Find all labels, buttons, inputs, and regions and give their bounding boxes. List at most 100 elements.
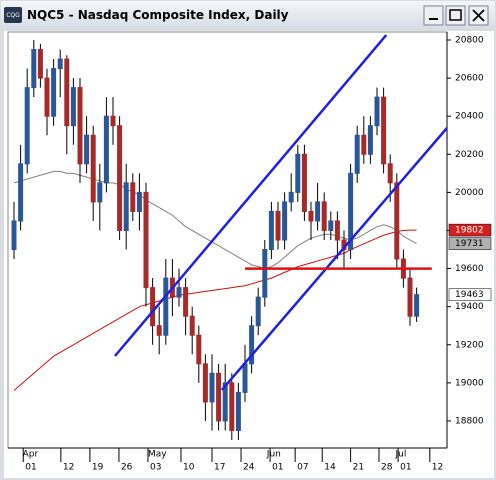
candle-body	[328, 220, 334, 231]
candle-body	[229, 382, 235, 431]
candle-body	[44, 77, 50, 117]
y-tick-label: 19200	[455, 340, 484, 350]
trend-line	[114, 34, 388, 357]
candle-body	[103, 115, 109, 184]
candle-body	[242, 363, 248, 393]
candle-body	[70, 87, 76, 127]
app-icon-label: CQG	[6, 12, 20, 19]
y-tick-label: 19600	[455, 264, 484, 274]
trend-line	[220, 127, 448, 391]
y-tick-label: 20400	[455, 112, 484, 122]
minimize-button[interactable]	[423, 5, 444, 26]
candle-body	[57, 58, 63, 70]
candle-body	[189, 315, 195, 336]
x-tick-label: 28	[381, 463, 393, 473]
close-glyph	[472, 9, 485, 22]
title-bar	[1, 1, 495, 30]
y-tick-label: 20600	[455, 74, 484, 84]
price-marker-label: 19802	[455, 226, 484, 236]
y-tick-label: 19000	[455, 378, 484, 388]
candle-body	[202, 363, 208, 403]
candle-body	[196, 334, 202, 365]
candle-body	[295, 153, 301, 193]
x-tick-label: 26	[121, 463, 133, 473]
month-label: Jul	[395, 450, 407, 460]
candle-body	[361, 134, 367, 155]
candle-body	[381, 96, 387, 165]
month-label: Apr	[23, 450, 39, 460]
candle-body	[288, 191, 294, 203]
candle-body	[163, 277, 169, 336]
y-tick-label: 20000	[455, 188, 484, 198]
candle-body	[31, 49, 37, 89]
x-tick-label: 01	[400, 463, 411, 473]
x-tick-label: 10	[183, 463, 195, 473]
candle-body	[37, 49, 43, 79]
x-tick-label: 12	[432, 463, 443, 473]
candle-body	[130, 182, 136, 212]
y-tick-label: 20200	[455, 150, 484, 160]
candle-body	[183, 287, 189, 317]
x-tick-label: 14	[324, 463, 336, 473]
candle-body	[255, 296, 261, 327]
candle-body	[136, 191, 142, 212]
candle-body	[334, 220, 340, 241]
month-label: May	[148, 450, 167, 460]
maximize-box[interactable]	[445, 5, 466, 26]
candle-body	[222, 382, 228, 422]
candle-body	[123, 182, 129, 231]
candle-body	[24, 87, 30, 165]
candle-body	[407, 277, 413, 317]
x-tick-label: 17	[214, 463, 225, 473]
x-tick-label: 21	[353, 463, 364, 473]
candle-body	[268, 210, 274, 251]
candle-body	[51, 68, 57, 117]
candle-body	[394, 182, 400, 260]
candle-body	[262, 249, 268, 298]
x-tick-label: 01	[25, 463, 36, 473]
candle-body	[249, 325, 255, 365]
window-title: NQC5 - Nasdaq Composite Index, Daily	[27, 8, 289, 22]
candle-body	[64, 58, 70, 127]
candle-body	[235, 391, 241, 431]
month-label: Jun	[266, 450, 281, 460]
candle-body	[367, 125, 373, 155]
candle-body	[97, 182, 103, 203]
minimize-box[interactable]	[423, 5, 444, 26]
candle-body	[414, 294, 420, 317]
x-tick-label: 01	[272, 463, 283, 473]
price-marker-label: 19731	[455, 239, 484, 249]
x-tick-label: 12	[63, 463, 74, 473]
candle-body	[387, 163, 393, 184]
y-tick-label: 20800	[455, 36, 484, 46]
candle-body	[348, 172, 354, 251]
candle-body	[308, 210, 314, 222]
x-tick-label: 07	[297, 463, 308, 473]
candle-body	[77, 87, 83, 165]
close-button[interactable]	[468, 5, 489, 26]
y-tick-label: 18800	[455, 416, 484, 426]
candle-body	[315, 201, 321, 222]
price-marker	[448, 223, 492, 237]
price-marker	[448, 288, 492, 301]
candle-body	[143, 191, 149, 289]
maximize-glyph	[449, 9, 462, 21]
candle-body	[216, 372, 222, 422]
plot: 1880019000192001940019600198002000020200…	[11, 34, 492, 473]
maximize-button[interactable]	[445, 5, 466, 26]
x-tick-label: 03	[150, 463, 161, 473]
candle-body	[110, 115, 116, 127]
candle-body	[18, 163, 24, 222]
candle-body	[150, 287, 156, 327]
moving-average	[13, 229, 417, 391]
candle-body	[156, 325, 162, 336]
candle-body	[90, 134, 96, 203]
price-marker-label: 19463	[455, 290, 484, 300]
candle-body	[275, 210, 281, 241]
candle-body	[301, 153, 307, 212]
candle-body	[176, 287, 182, 298]
app-icon	[4, 7, 22, 23]
candle-body	[84, 134, 90, 165]
